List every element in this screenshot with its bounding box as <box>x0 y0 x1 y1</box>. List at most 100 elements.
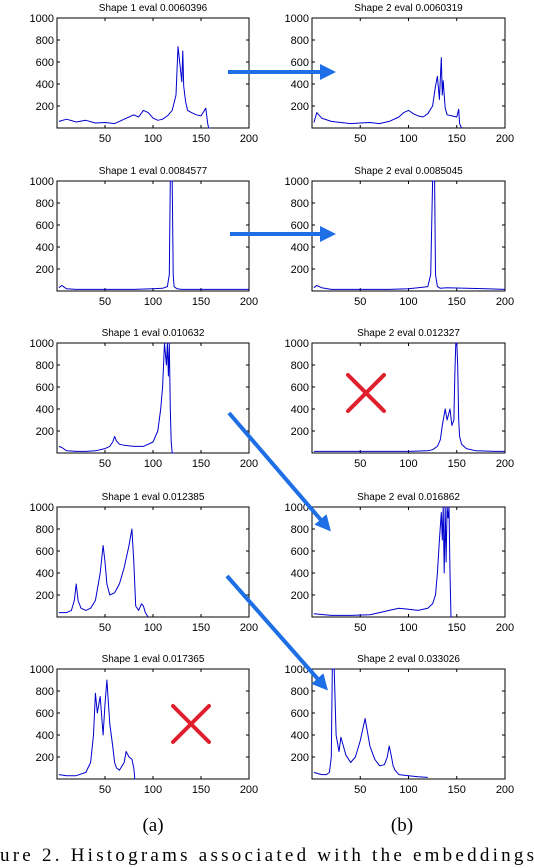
histogram-series-line <box>313 342 505 452</box>
x-tick-label: 100 <box>399 458 417 470</box>
x-tick-label: 200 <box>240 296 258 308</box>
x-tick-label: 200 <box>240 784 258 796</box>
axes-frame <box>311 506 506 618</box>
x-tick-label: 50 <box>354 296 366 308</box>
histogram-series-line <box>313 506 452 618</box>
x-tick-label: 50 <box>99 458 111 470</box>
y-tick-label: 600 <box>291 546 309 558</box>
y-tick-label: 200 <box>291 426 309 438</box>
y-tick-label: 200 <box>291 264 309 276</box>
panel-title: Shape 2 eval 0.012327 <box>357 328 460 339</box>
reject-cross-icon <box>346 373 386 413</box>
histogram-series-line <box>313 668 428 778</box>
x-tick-label: 50 <box>99 133 111 145</box>
y-tick-label: 800 <box>36 524 54 536</box>
y-tick-label: 800 <box>291 360 309 372</box>
y-tick-label: 200 <box>36 101 54 113</box>
y-tick-label: 200 <box>36 426 54 438</box>
x-tick-label: 200 <box>240 622 258 634</box>
axes-frame <box>56 506 250 618</box>
y-tick-label: 1000 <box>30 13 54 25</box>
axes-frame <box>311 17 506 129</box>
axes-frame <box>56 180 250 292</box>
x-tick-label: 50 <box>99 784 111 796</box>
x-tick-label: 150 <box>448 133 466 145</box>
x-tick-label: 150 <box>192 622 210 634</box>
y-tick-label: 600 <box>36 57 54 69</box>
y-tick-label: 600 <box>291 57 309 69</box>
histogram-panel-1: Shape 1 eval 0.0060396 50 100 150 200 200 400 6… <box>30 3 259 145</box>
x-tick-label: 50 <box>354 784 366 796</box>
histogram-panel-4: Shape 2 eval 0.0085045 50 100 150 200 200 400 6… <box>285 166 515 308</box>
x-tick-label: 200 <box>496 622 514 634</box>
x-tick-label: 200 <box>240 133 258 145</box>
y-tick-label: 1000 <box>30 502 54 514</box>
x-tick-label: 50 <box>354 458 366 470</box>
histogram-series-line <box>313 57 463 129</box>
histogram-panel-2: Shape 2 eval 0.0060319 50 100 150 200 200 400 6… <box>285 3 515 145</box>
column-label-a: (a) <box>142 815 163 836</box>
histogram-panel-10: Shape 2 eval 0.033026 50 100 150 200 200 400 60… <box>285 654 515 796</box>
y-tick-label: 600 <box>36 708 54 720</box>
y-tick-label: 400 <box>291 730 309 742</box>
histogram-panel-3: Shape 1 eval 0.0084577 50 100 150 200 200 400 6… <box>30 166 259 308</box>
y-tick-label: 400 <box>36 404 54 416</box>
histogram-series-line <box>58 180 249 290</box>
y-tick-label: 600 <box>291 382 309 394</box>
histogram-series-line <box>58 679 136 780</box>
y-tick-label: 1000 <box>30 338 54 350</box>
y-tick-label: 400 <box>36 568 54 580</box>
y-tick-label: 1000 <box>285 664 309 676</box>
x-tick-label: 200 <box>496 458 514 470</box>
y-tick-label: 800 <box>291 35 309 47</box>
y-tick-label: 200 <box>291 752 309 764</box>
x-tick-label: 200 <box>496 296 514 308</box>
y-tick-label: 800 <box>36 360 54 372</box>
panel-title: Shape 1 eval 0.010632 <box>102 328 205 339</box>
y-tick-label: 800 <box>291 524 309 536</box>
y-tick-label: 200 <box>36 752 54 764</box>
panel-title: Shape 1 eval 0.0060396 <box>99 3 208 14</box>
x-tick-label: 150 <box>448 458 466 470</box>
axes-frame <box>56 668 250 780</box>
panel-title: Shape 1 eval 0.017365 <box>102 654 205 665</box>
histogram-series-line <box>58 528 149 618</box>
figure-caption: ure 2. Histograms associated with the em… <box>0 845 534 866</box>
y-tick-label: 800 <box>36 198 54 210</box>
histogram-panel-6: Shape 2 eval 0.012327 50 100 150 200 200 400 60… <box>285 328 515 470</box>
y-tick-label: 200 <box>291 590 309 602</box>
y-tick-label: 600 <box>291 220 309 232</box>
y-tick-label: 600 <box>291 708 309 720</box>
x-tick-label: 150 <box>192 784 210 796</box>
panel-title: Shape 1 eval 0.012385 <box>102 492 205 503</box>
y-tick-label: 200 <box>291 101 309 113</box>
histogram-series-line <box>313 180 506 290</box>
y-tick-label: 1000 <box>285 13 309 25</box>
y-tick-label: 200 <box>36 590 54 602</box>
histogram-panel-9: Shape 1 eval 0.017365 50 100 150 200 200 400 60… <box>30 654 259 796</box>
x-tick-label: 200 <box>496 133 514 145</box>
x-tick-label: 150 <box>448 296 466 308</box>
match-arrow-4 <box>225 574 328 691</box>
histogram-panel-7: Shape 1 eval 0.012385 50 100 150 200 200 400 60… <box>30 492 259 634</box>
x-tick-label: 100 <box>399 622 417 634</box>
x-tick-label: 150 <box>448 622 466 634</box>
panel-title: Shape 2 eval 0.0060319 <box>354 3 463 14</box>
y-tick-label: 800 <box>291 198 309 210</box>
x-tick-label: 50 <box>99 622 111 634</box>
y-tick-label: 1000 <box>30 664 54 676</box>
x-tick-label: 100 <box>144 784 162 796</box>
x-tick-label: 150 <box>192 296 210 308</box>
axes-frame <box>311 342 506 454</box>
y-tick-label: 400 <box>291 242 309 254</box>
y-tick-label: 600 <box>36 382 54 394</box>
x-tick-label: 50 <box>354 622 366 634</box>
y-tick-label: 200 <box>36 264 54 276</box>
y-tick-label: 1000 <box>30 176 54 188</box>
x-tick-label: 50 <box>354 133 366 145</box>
y-tick-label: 400 <box>291 568 309 580</box>
panel-title: Shape 2 eval 0.0085045 <box>354 166 463 177</box>
x-tick-label: 100 <box>144 133 162 145</box>
x-tick-label: 150 <box>192 458 210 470</box>
axes-frame <box>56 17 250 129</box>
